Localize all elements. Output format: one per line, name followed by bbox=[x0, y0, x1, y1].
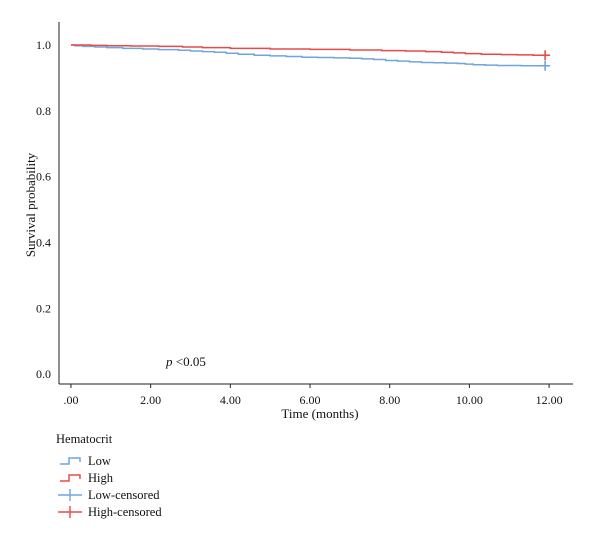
legend-item-low-censored: Low-censored bbox=[58, 488, 160, 502]
x-tick-label: 6.00 bbox=[300, 393, 321, 407]
censor-layer bbox=[540, 50, 551, 71]
legend-item-high-censored: High-censored bbox=[58, 505, 162, 519]
legend-label: Low-censored bbox=[88, 488, 160, 502]
legend-step-icon bbox=[60, 474, 81, 482]
y-tick-label: 0.4 bbox=[36, 235, 51, 249]
x-tick-label: .00 bbox=[63, 393, 78, 407]
series-line-high bbox=[70, 44, 546, 56]
x-tick-label: 8.00 bbox=[379, 393, 400, 407]
series-line-low bbox=[70, 44, 546, 67]
legend-item-high: High bbox=[60, 471, 114, 485]
x-tick-label: 2.00 bbox=[140, 393, 161, 407]
legend: Hematocrit Low High Low-censored High-censo… bbox=[56, 432, 162, 519]
legend-item-low: Low bbox=[60, 454, 111, 468]
y-axis-title: Survival probability bbox=[23, 152, 38, 257]
series-layer bbox=[70, 44, 546, 67]
x-tick-label: 10.00 bbox=[456, 393, 483, 407]
legend-label: Low bbox=[88, 454, 111, 468]
y-tick-label: 0.8 bbox=[36, 104, 51, 118]
p-symbol: p bbox=[165, 354, 173, 369]
y-tick-label: 1.0 bbox=[36, 38, 51, 52]
x-tick-label: 4.00 bbox=[220, 393, 241, 407]
censor-mark-low-censored bbox=[540, 60, 551, 71]
x-tick-label: 12.00 bbox=[536, 393, 563, 407]
legend-label: High-censored bbox=[88, 505, 162, 519]
legend-items: Low High Low-censored High-censored bbox=[58, 454, 162, 519]
x-axis-ticks: .00 2.00 4.00 6.00 8.00 10.00 12.00 bbox=[63, 384, 563, 407]
legend-step-icon bbox=[60, 457, 81, 465]
p-value-annotation: p <0.05 bbox=[165, 354, 206, 369]
y-tick-label: 0.2 bbox=[36, 301, 51, 315]
legend-title: Hematocrit bbox=[56, 432, 113, 446]
y-axis-ticks: 0.0 0.2 0.4 0.6 0.8 1.0 bbox=[36, 38, 51, 381]
y-tick-label: 0.0 bbox=[36, 367, 51, 381]
p-value-text: <0.05 bbox=[173, 354, 206, 369]
censor-mark-high-censored bbox=[540, 50, 551, 61]
y-tick-label: 0.6 bbox=[36, 170, 51, 184]
legend-label: High bbox=[88, 471, 114, 485]
x-axis-title: Time (months) bbox=[281, 406, 358, 421]
